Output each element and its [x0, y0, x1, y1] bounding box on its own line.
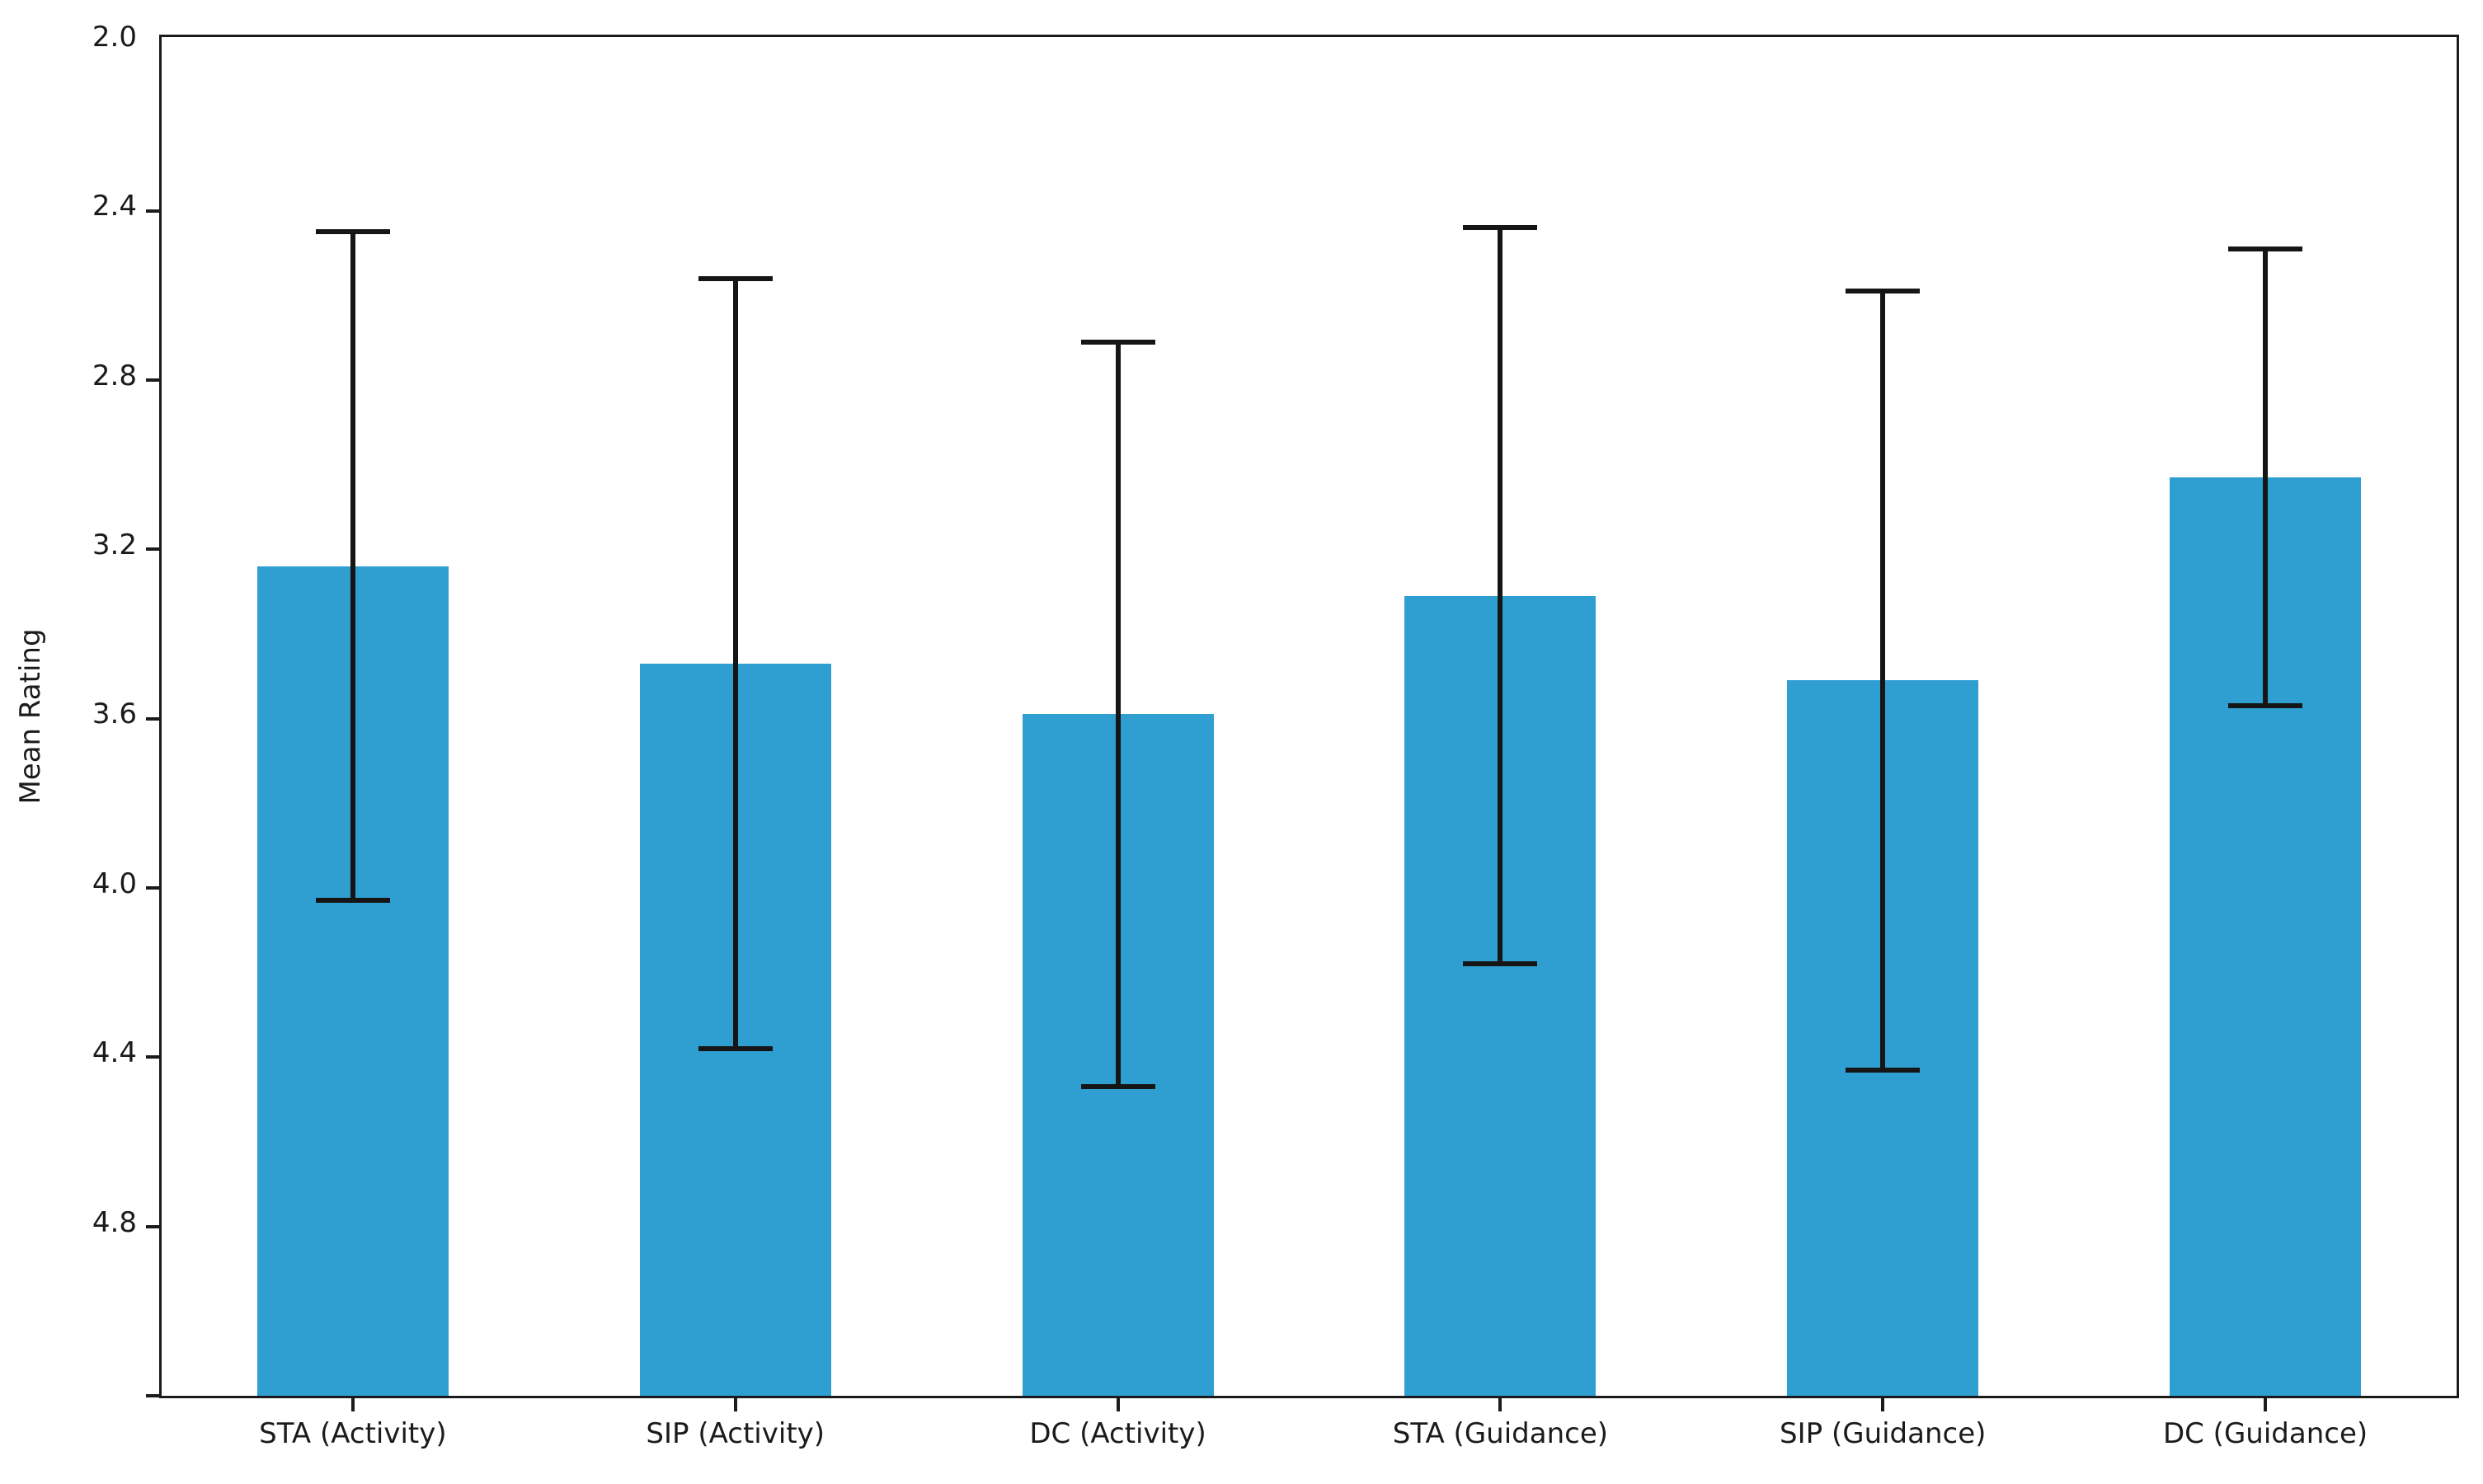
- error-bar-cap-bottom: [1846, 1067, 1921, 1073]
- bar-slot: STA (Guidance): [1309, 37, 1691, 1450]
- error-bar-cap-top: [1463, 225, 1538, 231]
- y-tick-mark: [146, 885, 159, 890]
- y-tick-mark: [146, 547, 159, 552]
- x-tick-label: STA (Guidance): [1392, 1417, 1609, 1450]
- error-bar-cap-bottom: [2228, 703, 2303, 709]
- x-tick-label: STA (Activity): [259, 1417, 447, 1450]
- x-tick-mark: [1498, 1398, 1502, 1411]
- y-tick-mark: [146, 716, 159, 721]
- error-bar-cap-top: [1846, 289, 1921, 294]
- plot-area: 2.0 2.4 2.8 3.2 3.6 4.0 4.4 4.8 STA (Activity) S…: [92, 21, 2459, 1450]
- x-tick-mark: [1881, 1398, 1885, 1411]
- error-bar-line: [1498, 228, 1503, 965]
- error-bar-cap-top: [1080, 339, 1155, 345]
- y-tick-label: 4.0: [92, 866, 137, 900]
- x-tick-mark: [350, 1398, 355, 1411]
- y-tick-label: 4.8: [92, 1205, 137, 1239]
- y-tick-mark: [146, 1224, 159, 1228]
- y-tick-mark: [146, 1394, 159, 1397]
- y-tick-label: 3.6: [92, 697, 137, 731]
- error-bar-line: [1115, 341, 1121, 1087]
- error-bar-cap-top: [698, 275, 773, 281]
- error-bar-line: [1880, 291, 1886, 1070]
- x-tick-label: DC (Activity): [1029, 1417, 1206, 1450]
- x-tick-mark: [1116, 1398, 1120, 1411]
- error-bar-line: [732, 278, 738, 1050]
- y-tick-mark: [146, 209, 159, 213]
- bar-slot: SIP (Guidance): [1691, 37, 2074, 1450]
- error-bar-cap-bottom: [315, 898, 390, 904]
- bar-slot: DC (Activity): [927, 37, 1310, 1450]
- error-bar-cap-bottom: [1463, 961, 1538, 967]
- error-bar-cap-top: [2228, 246, 2303, 251]
- y-axis-label: Mean Rating: [14, 628, 47, 805]
- bars-container: STA (Activity) SIP (Activity) DC (Activity…: [162, 37, 2457, 1450]
- y-tick-mark: [146, 1055, 159, 1059]
- bar-slot: DC (Guidance): [2074, 37, 2457, 1450]
- bar-slot: STA (Activity): [162, 37, 544, 1450]
- y-tick-label: 3.2: [92, 528, 137, 562]
- y-tick-label: 2.0: [92, 21, 137, 54]
- x-tick-label: DC (Guidance): [2162, 1417, 2368, 1450]
- y-tick-label: 2.8: [92, 359, 137, 392]
- error-bar-cap-bottom: [1080, 1084, 1155, 1090]
- x-tick-label: SIP (Activity): [646, 1417, 825, 1450]
- x-tick-label: SIP (Guidance): [1780, 1417, 1987, 1450]
- y-tick-mark: [146, 378, 159, 382]
- error-bar-cap-bottom: [698, 1046, 773, 1052]
- bar-slot: SIP (Activity): [544, 37, 927, 1450]
- error-bar-cap-top: [315, 229, 390, 235]
- error-bar-line: [2263, 248, 2269, 707]
- x-tick-mark: [2264, 1398, 2268, 1411]
- y-tick-label: 2.4: [92, 190, 137, 223]
- error-bar-line: [350, 232, 355, 901]
- y-tick-label: 4.4: [92, 1036, 137, 1070]
- x-tick-mark: [733, 1398, 737, 1411]
